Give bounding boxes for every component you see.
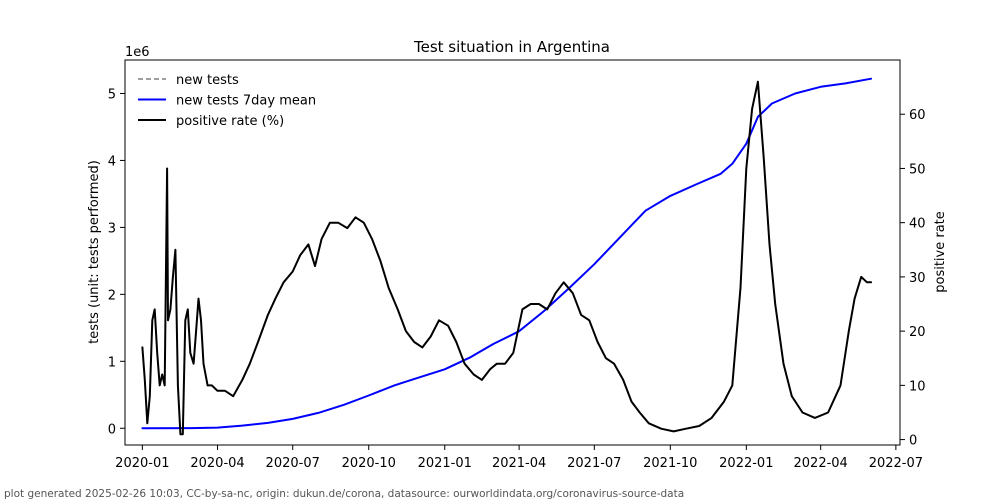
- x-tick-label: 2020-07: [266, 456, 320, 471]
- y-axis-label-left: tests (unit: tests performed): [87, 160, 102, 344]
- y-right-tick-label: 60: [909, 108, 926, 123]
- x-tick-label: 2021-07: [567, 456, 621, 471]
- legend-label: new tests: [176, 73, 239, 88]
- y-left-tick-label: 5: [108, 87, 116, 102]
- y-left-tick-label: 4: [108, 154, 116, 169]
- x-tick-label: 2020-04: [190, 456, 244, 471]
- y-left-tick-label: 1: [108, 355, 116, 370]
- x-tick-label: 2021-01: [418, 456, 472, 471]
- y-right-tick-label: 40: [909, 217, 926, 232]
- y-right-tick-label: 30: [909, 271, 926, 286]
- y-right-tick-label: 50: [909, 162, 926, 177]
- legend-label: new tests 7day mean: [176, 94, 316, 109]
- y-left-tick-label: 0: [108, 422, 116, 437]
- x-tick-label: 2021-04: [492, 456, 546, 471]
- x-tick-label: 2022-07: [869, 456, 923, 471]
- legend: new tests new tests 7day mean positive rat…: [138, 73, 316, 129]
- y-left-tick-label: 3: [108, 221, 116, 236]
- y-right-tick-label: 20: [909, 325, 926, 340]
- series-line-new-tests-7day-mean: [141, 77, 873, 430]
- offset-label: 1e6: [125, 45, 150, 60]
- x-tick-label: 2021-10: [643, 456, 697, 471]
- y-right-tick-label: 0: [909, 434, 917, 449]
- plot-area: 2020-01 2020-04 2020-07 2020-10 2021-01 2021-…: [108, 59, 926, 471]
- footer-credit: plot generated 2025-02-26 10:03, CC-by-s…: [4, 488, 684, 500]
- x-tick-label: 2022-04: [794, 456, 848, 471]
- y-axis-label-right: positive rate: [933, 211, 948, 293]
- plot-frame: [124, 59, 901, 446]
- series-line-positive-rate: [141, 80, 873, 436]
- chart-title: Test situation in Argentina: [413, 38, 610, 56]
- x-tick-label: 2022-01: [719, 456, 773, 471]
- x-tick-label: 2020-10: [342, 456, 396, 471]
- legend-label: positive rate (%): [176, 114, 284, 129]
- y-left-tick-label: 2: [108, 288, 116, 303]
- x-tick-label: 2020-01: [115, 456, 169, 471]
- y-right-tick-label: 10: [909, 379, 926, 394]
